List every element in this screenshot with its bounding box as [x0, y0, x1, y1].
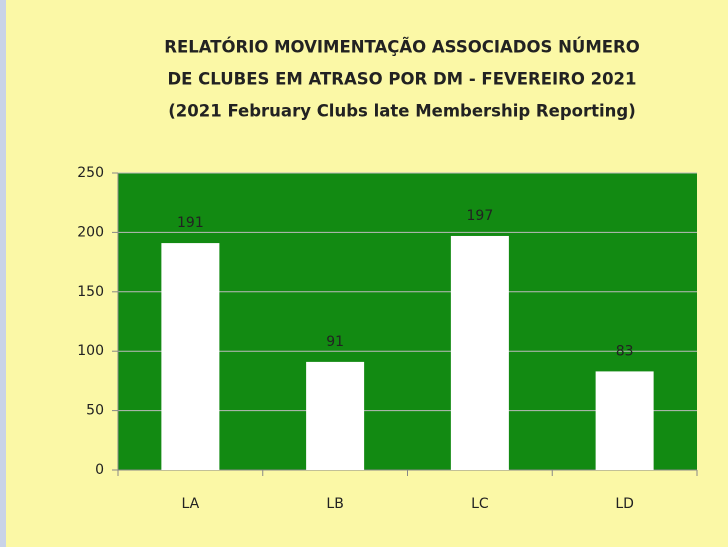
data-label: 197	[467, 208, 494, 224]
chart-title: DE CLUBES EM ATRASO POR DM - FEVEREIRO 2…	[167, 70, 636, 89]
x-tick-label: LB	[326, 496, 343, 512]
x-tick-label: LC	[471, 496, 489, 512]
y-tick-label: 250	[77, 165, 104, 181]
y-tick-label: 200	[77, 224, 104, 240]
bar	[306, 361, 365, 470]
bar	[595, 371, 654, 470]
y-tick-label: 50	[86, 403, 104, 419]
data-label: 191	[177, 215, 204, 231]
data-label: 83	[616, 343, 634, 359]
x-tick-label: LA	[182, 496, 200, 512]
left-edge	[0, 0, 6, 547]
chart-title: (2021 February Clubs late Membership Rep…	[168, 102, 636, 121]
y-tick-label: 0	[95, 462, 104, 478]
y-tick-label: 150	[77, 284, 104, 300]
bar	[450, 235, 509, 470]
data-label: 91	[326, 334, 344, 350]
bar	[161, 243, 220, 470]
chart-title: RELATÓRIO MOVIMENTAÇÃO ASSOCIADOS NÚMERO	[164, 38, 640, 57]
x-tick-label: LD	[615, 496, 634, 512]
y-tick-label: 100	[77, 343, 104, 359]
